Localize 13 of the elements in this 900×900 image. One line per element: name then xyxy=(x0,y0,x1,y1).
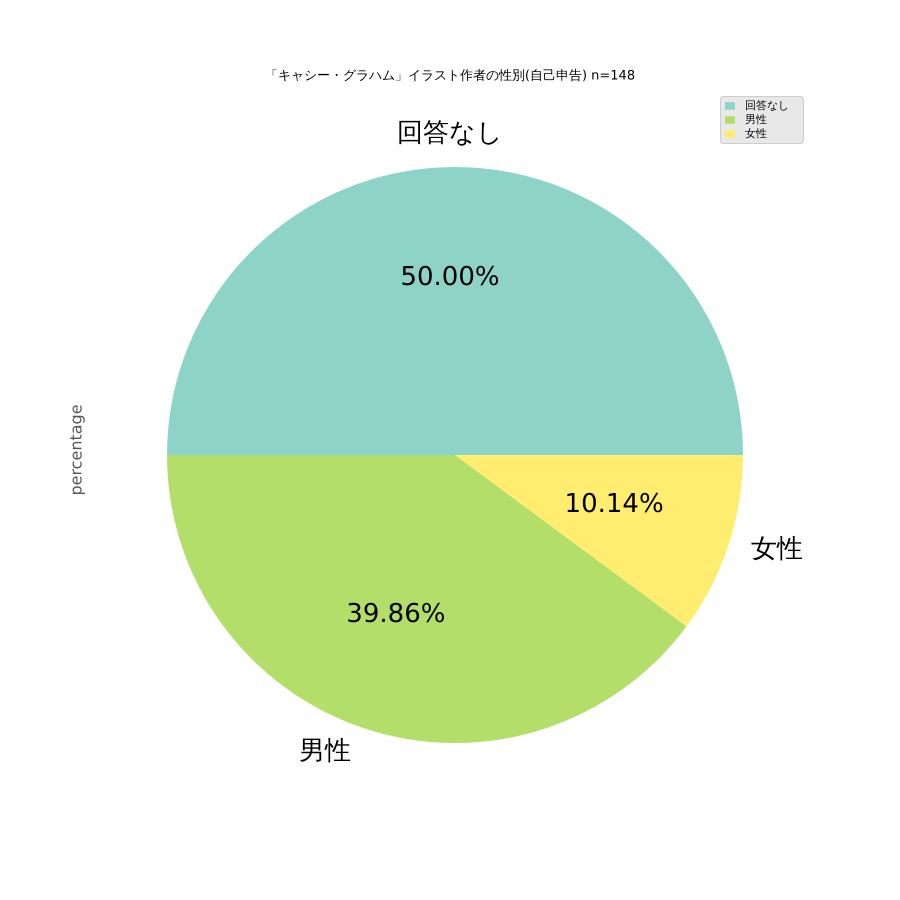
text: percentage xyxy=(66,404,86,496)
slice-label: 回答なし xyxy=(397,118,503,148)
pie-slice xyxy=(455,455,743,626)
chart-title: 「キャシー・グラハム」イラスト作者の性別(自己申告) n=148 xyxy=(264,68,636,84)
data-label: 10.14% xyxy=(564,489,664,520)
legend-label: 回答なし xyxy=(745,99,789,112)
slice-label: 男性 xyxy=(298,736,351,766)
legend-label: 男性 xyxy=(745,113,767,126)
slice-label: 女性 xyxy=(750,534,803,564)
pie-slice xyxy=(167,168,743,455)
data-label: 39.86% xyxy=(346,599,446,630)
data-label: 50.00% xyxy=(400,262,500,292)
legend-label: 女性 xyxy=(745,127,767,140)
